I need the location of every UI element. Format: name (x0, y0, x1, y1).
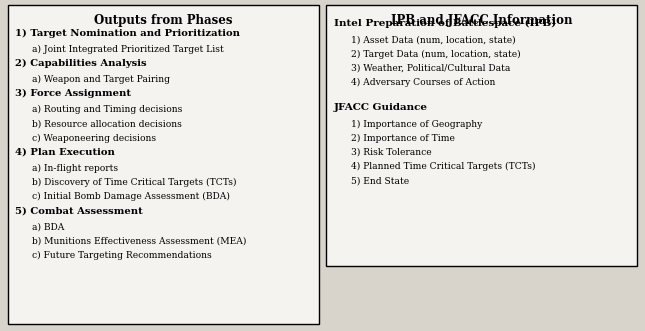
Text: 1) Importance of Geography: 1) Importance of Geography (351, 119, 482, 129)
Text: b) Discovery of Time Critical Targets (TCTs): b) Discovery of Time Critical Targets (T… (32, 178, 237, 187)
Text: Intel Preparation of Battlespace (IPB): Intel Preparation of Battlespace (IPB) (334, 19, 556, 28)
Text: c) Weaponeering decisions: c) Weaponeering decisions (32, 134, 156, 143)
FancyBboxPatch shape (326, 5, 637, 266)
Text: 4) Plan Execution: 4) Plan Execution (15, 148, 115, 157)
Text: a) Weapon and Target Pairing: a) Weapon and Target Pairing (32, 75, 170, 84)
Text: a) BDA: a) BDA (32, 222, 64, 231)
Text: a) Joint Integrated Prioritized Target List: a) Joint Integrated Prioritized Target L… (32, 45, 224, 54)
Text: b) Resource allocation decisions: b) Resource allocation decisions (32, 119, 182, 128)
Text: 4) Planned Time Critical Targets (TCTs): 4) Planned Time Critical Targets (TCTs) (351, 162, 535, 171)
Text: 3) Weather, Political/Cultural Data: 3) Weather, Political/Cultural Data (351, 64, 510, 73)
Text: c) Future Targeting Recommendations: c) Future Targeting Recommendations (32, 251, 212, 260)
Text: 4) Adversary Courses of Action: 4) Adversary Courses of Action (351, 78, 495, 87)
Text: IPB and JFACC Information: IPB and JFACC Information (391, 14, 573, 26)
Text: b) Munitions Effectiveness Assessment (MEA): b) Munitions Effectiveness Assessment (M… (32, 237, 246, 246)
Text: 2) Importance of Time: 2) Importance of Time (351, 134, 455, 143)
Text: 1) Target Nomination and Prioritization: 1) Target Nomination and Prioritization (15, 29, 241, 38)
Text: 5) Combat Assessment: 5) Combat Assessment (15, 207, 143, 215)
Text: a) Routing and Timing decisions: a) Routing and Timing decisions (32, 105, 183, 115)
Text: 3) Force Assignment: 3) Force Assignment (15, 89, 132, 99)
Text: Outputs from Phases: Outputs from Phases (94, 14, 232, 26)
Text: 2) Target Data (num, location, state): 2) Target Data (num, location, state) (351, 50, 521, 59)
Text: c) Initial Bomb Damage Assessment (BDA): c) Initial Bomb Damage Assessment (BDA) (32, 192, 230, 202)
Text: 5) End State: 5) End State (351, 176, 409, 185)
Text: a) In-flight reports: a) In-flight reports (32, 164, 119, 173)
Text: 3) Risk Tolerance: 3) Risk Tolerance (351, 148, 432, 157)
Text: JFACC Guidance: JFACC Guidance (334, 103, 428, 112)
FancyBboxPatch shape (8, 5, 319, 324)
Text: 1) Asset Data (num, location, state): 1) Asset Data (num, location, state) (351, 35, 515, 44)
Text: 2) Capabilities Analysis: 2) Capabilities Analysis (15, 59, 147, 69)
